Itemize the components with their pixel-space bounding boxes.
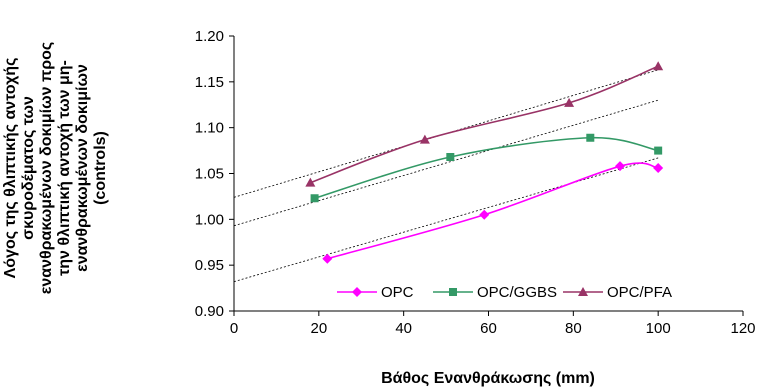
x-tick-label: 100 (646, 320, 671, 337)
legend-label-opc-ggbs: OPC/GGBS (477, 284, 557, 301)
y-axis-title-line-5: ενανθρακωμένων δοκιμίων (74, 64, 91, 272)
x-tick-label: 80 (565, 320, 582, 337)
data-point-opc-ggbs (654, 146, 663, 155)
data-point-opc (322, 253, 333, 264)
y-axis-title-line-1: Λόγος της θλιπτικής αντοχής (2, 58, 19, 279)
trendline-opc (233, 157, 659, 283)
legend-marker-opc-ggbs (449, 288, 457, 296)
legend-marker-opc (352, 287, 362, 297)
data-point-opc (479, 209, 490, 220)
y-tick-label: 1.20 (195, 28, 224, 45)
legend-marker-opc-pfa (578, 287, 588, 296)
y-tick-label: 1.05 (195, 166, 224, 183)
series-line-opc (327, 162, 659, 260)
y-tick-label: 1.00 (195, 211, 224, 228)
legend-label-opc: OPC (381, 284, 414, 301)
y-tick-label: 1.10 (195, 120, 224, 137)
series-line-opc-pfa (310, 65, 659, 184)
y-axis-title: Λόγος της θλιπτικής αντοχής σκυροδέματος… (2, 42, 109, 294)
y-tick-label: 0.90 (195, 303, 224, 320)
x-tick-label: 120 (730, 320, 755, 337)
legend-label-opc-pfa: OPC/PFA (607, 284, 672, 301)
plot-area: 0 20 40 60 80 100 120 0.90 0.95 1.00 1.05 1.10 1.15 1… (195, 28, 756, 337)
y-axis-title-line-4: την θλιπτική αντοχή των μη- (56, 60, 73, 276)
data-point-opc-pfa (564, 97, 575, 107)
data-point-opc-pfa (653, 61, 664, 71)
y-axis-title-line-3: ενανθρακωμένων δοκιμίων προς (38, 42, 55, 294)
trendline-opc-ggbs (233, 99, 659, 227)
data-point-opc-ggbs (310, 194, 319, 203)
x-tick-label: 0 (230, 320, 238, 337)
y-tick-label: 0.95 (195, 257, 224, 274)
y-tick-label: 1.15 (195, 74, 224, 91)
data-point-opc-ggbs (586, 133, 595, 142)
data-point-opc-pfa (305, 177, 316, 187)
y-axis-title-line-2: σκυροδέματος των (20, 96, 37, 240)
legend: OPC OPC/GGBS OPC/PFA (337, 284, 672, 301)
data-point-opc-ggbs (446, 153, 455, 161)
y-axis-title-line-6: (controls) (92, 131, 109, 205)
data-point-opc (653, 163, 664, 173)
data-point-opc (614, 161, 625, 172)
series-line-opc-ggbs (314, 136, 659, 200)
x-tick-label: 20 (310, 320, 327, 337)
x-tick-label: 40 (395, 320, 412, 337)
x-axis-title: Βάθος Ενανθράκωσης (mm) (381, 370, 595, 387)
x-tick-label: 60 (480, 320, 497, 337)
data-point-opc-pfa (419, 134, 430, 144)
